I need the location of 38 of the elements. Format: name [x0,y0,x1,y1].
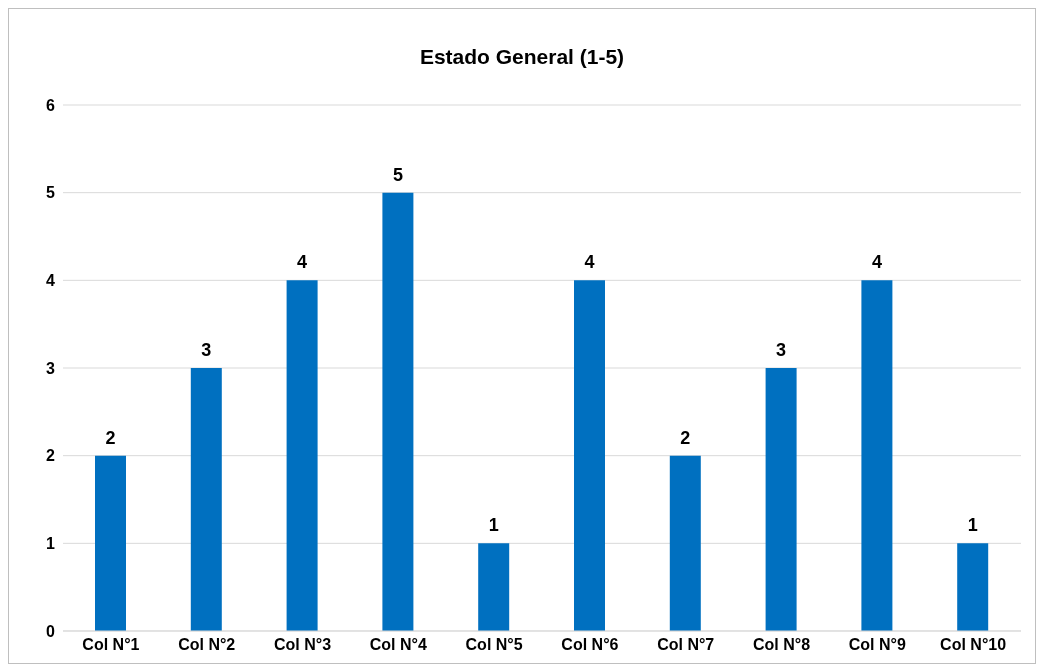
bar [286,280,318,631]
bar [95,455,126,631]
bar [765,368,797,631]
bar [190,368,222,631]
x-tick-label: Col N°5 [465,636,523,654]
bar [478,543,510,631]
y-tick-label: 0 [46,622,56,640]
y-tick-label: 4 [46,272,56,290]
data-label: 5 [392,164,403,185]
data-label: 2 [105,427,116,448]
x-tick-label: Col N°2 [178,636,236,654]
data-label: 4 [297,252,308,273]
bar [382,192,414,631]
y-tick-label: 5 [46,184,56,202]
data-label: 3 [201,340,212,360]
data-label: 1 [488,515,499,536]
bar [574,280,605,631]
chart-title: Estado General (1-5) [418,44,626,70]
bar [669,455,701,631]
x-tick-label: Col N°8 [752,636,811,654]
x-tick-label: Col N°7 [657,636,715,654]
data-label: 4 [871,252,882,273]
y-tick-label: 2 [46,447,56,465]
x-tick-label: Col N°9 [848,636,906,654]
y-tick-label: 6 [46,96,56,114]
data-label: 1 [967,515,978,536]
data-label: 2 [680,427,691,448]
bar [957,543,989,631]
y-tick-label: 1 [46,535,56,553]
x-tick-label: Col N°4 [369,636,427,654]
bar [861,280,893,631]
y-tick-label: 3 [46,359,56,377]
x-tick-label: Col N°3 [273,636,332,654]
data-label: 4 [584,252,595,273]
x-tick-label: Col N°6 [561,636,619,654]
x-tick-label: Col N°1 [82,636,140,654]
data-label: 3 [776,340,787,360]
x-tick-label: Col N°10 [940,636,1007,654]
